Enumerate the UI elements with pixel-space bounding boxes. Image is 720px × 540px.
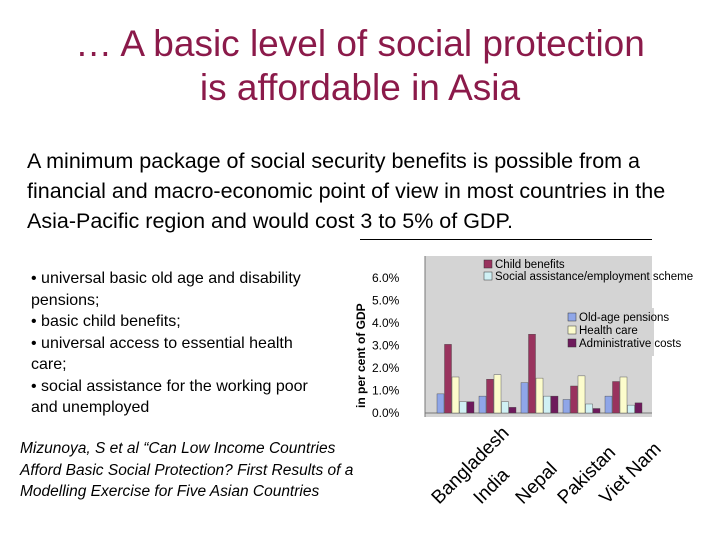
bar-health-care-viet-nam [619, 376, 628, 414]
bar-child-benefits-bangladesh [444, 344, 452, 414]
bar-child-benefits-nepal [528, 334, 536, 414]
y-tick-label: 4.0% [372, 316, 400, 330]
bar-social-assistance-employment-scheme-bangladesh [459, 401, 467, 414]
separator-line [360, 239, 652, 240]
bar-child-benefits-pakistan [570, 385, 578, 414]
bar-administrative-costs-viet-nam [634, 402, 643, 414]
bar-administrative-costs-nepal [550, 395, 559, 414]
bullet-item-social-assistance: • social assistance for the working poor… [31, 377, 308, 417]
bar-health-care-bangladesh [451, 376, 460, 414]
legend-label: Administrative costs [579, 338, 682, 350]
legend-swatch [483, 271, 493, 281]
title-line-1: … A basic level of social protection [75, 23, 645, 64]
legend-box-right [564, 308, 654, 356]
bullet-item-child-benefits: • basic child benefits; [31, 313, 181, 330]
legend-label: Social assistance/employment scheme [495, 271, 693, 283]
y-tick-label: 5.0% [372, 294, 400, 308]
bar-child-benefits-india [486, 379, 494, 414]
legend-label: Old-age pensions [579, 312, 669, 324]
y-tick-label: 2.0% [372, 361, 400, 375]
legend-swatch [567, 312, 577, 322]
legend-swatch [567, 338, 577, 348]
legend-label: Child benefits [495, 259, 565, 271]
bar-old-age-pensions-viet-nam [604, 395, 613, 414]
legend-label: Health care [579, 325, 638, 337]
x-tick-label: Nepal [512, 459, 562, 509]
bar-social-assistance-employment-scheme-india [501, 401, 509, 414]
bar-administrative-costs-bangladesh [466, 401, 475, 414]
citation: Mizunoya, S et al “Can Low Income Countr… [20, 440, 354, 500]
y-tick-label: 1.0% [372, 384, 400, 398]
bar-old-age-pensions-nepal [520, 382, 529, 414]
y-axis-label: in per cent of GDP [354, 303, 368, 408]
intro-paragraph: A minimum package of social security ben… [27, 149, 666, 233]
bar-health-care-india [493, 374, 502, 414]
bar-old-age-pensions-pakistan [562, 399, 571, 414]
bullet-item-pensions: • universal basic old age and disability… [31, 270, 301, 309]
bar-health-care-nepal [535, 377, 544, 414]
bar-social-assistance-employment-scheme-nepal [543, 395, 551, 414]
bullet-item-health-care: • universal access to essential health c… [31, 334, 293, 374]
bar-old-age-pensions-india [478, 395, 487, 414]
bullet-list: • universal basic old age and disability… [31, 268, 331, 419]
title-line-2: is affordable in Asia [199, 67, 521, 108]
y-tick-label: 0.0% [372, 406, 400, 420]
legend-swatch [567, 325, 577, 335]
bar-social-assistance-employment-scheme-pakistan [585, 403, 593, 414]
y-tick-label: 6.0% [372, 271, 400, 285]
bar-child-benefits-viet-nam [612, 381, 620, 414]
bar-administrative-costs-india [508, 407, 517, 414]
bar-social-assistance-employment-scheme-viet-nam [627, 404, 635, 414]
slide-title: … A basic level of social protection is … [0, 22, 720, 110]
bar-health-care-pakistan [577, 375, 586, 414]
bar-administrative-costs-pakistan [592, 408, 601, 414]
bar-old-age-pensions-bangladesh [436, 393, 445, 414]
y-tick-label: 3.0% [372, 339, 400, 353]
legend-swatch [483, 259, 493, 269]
